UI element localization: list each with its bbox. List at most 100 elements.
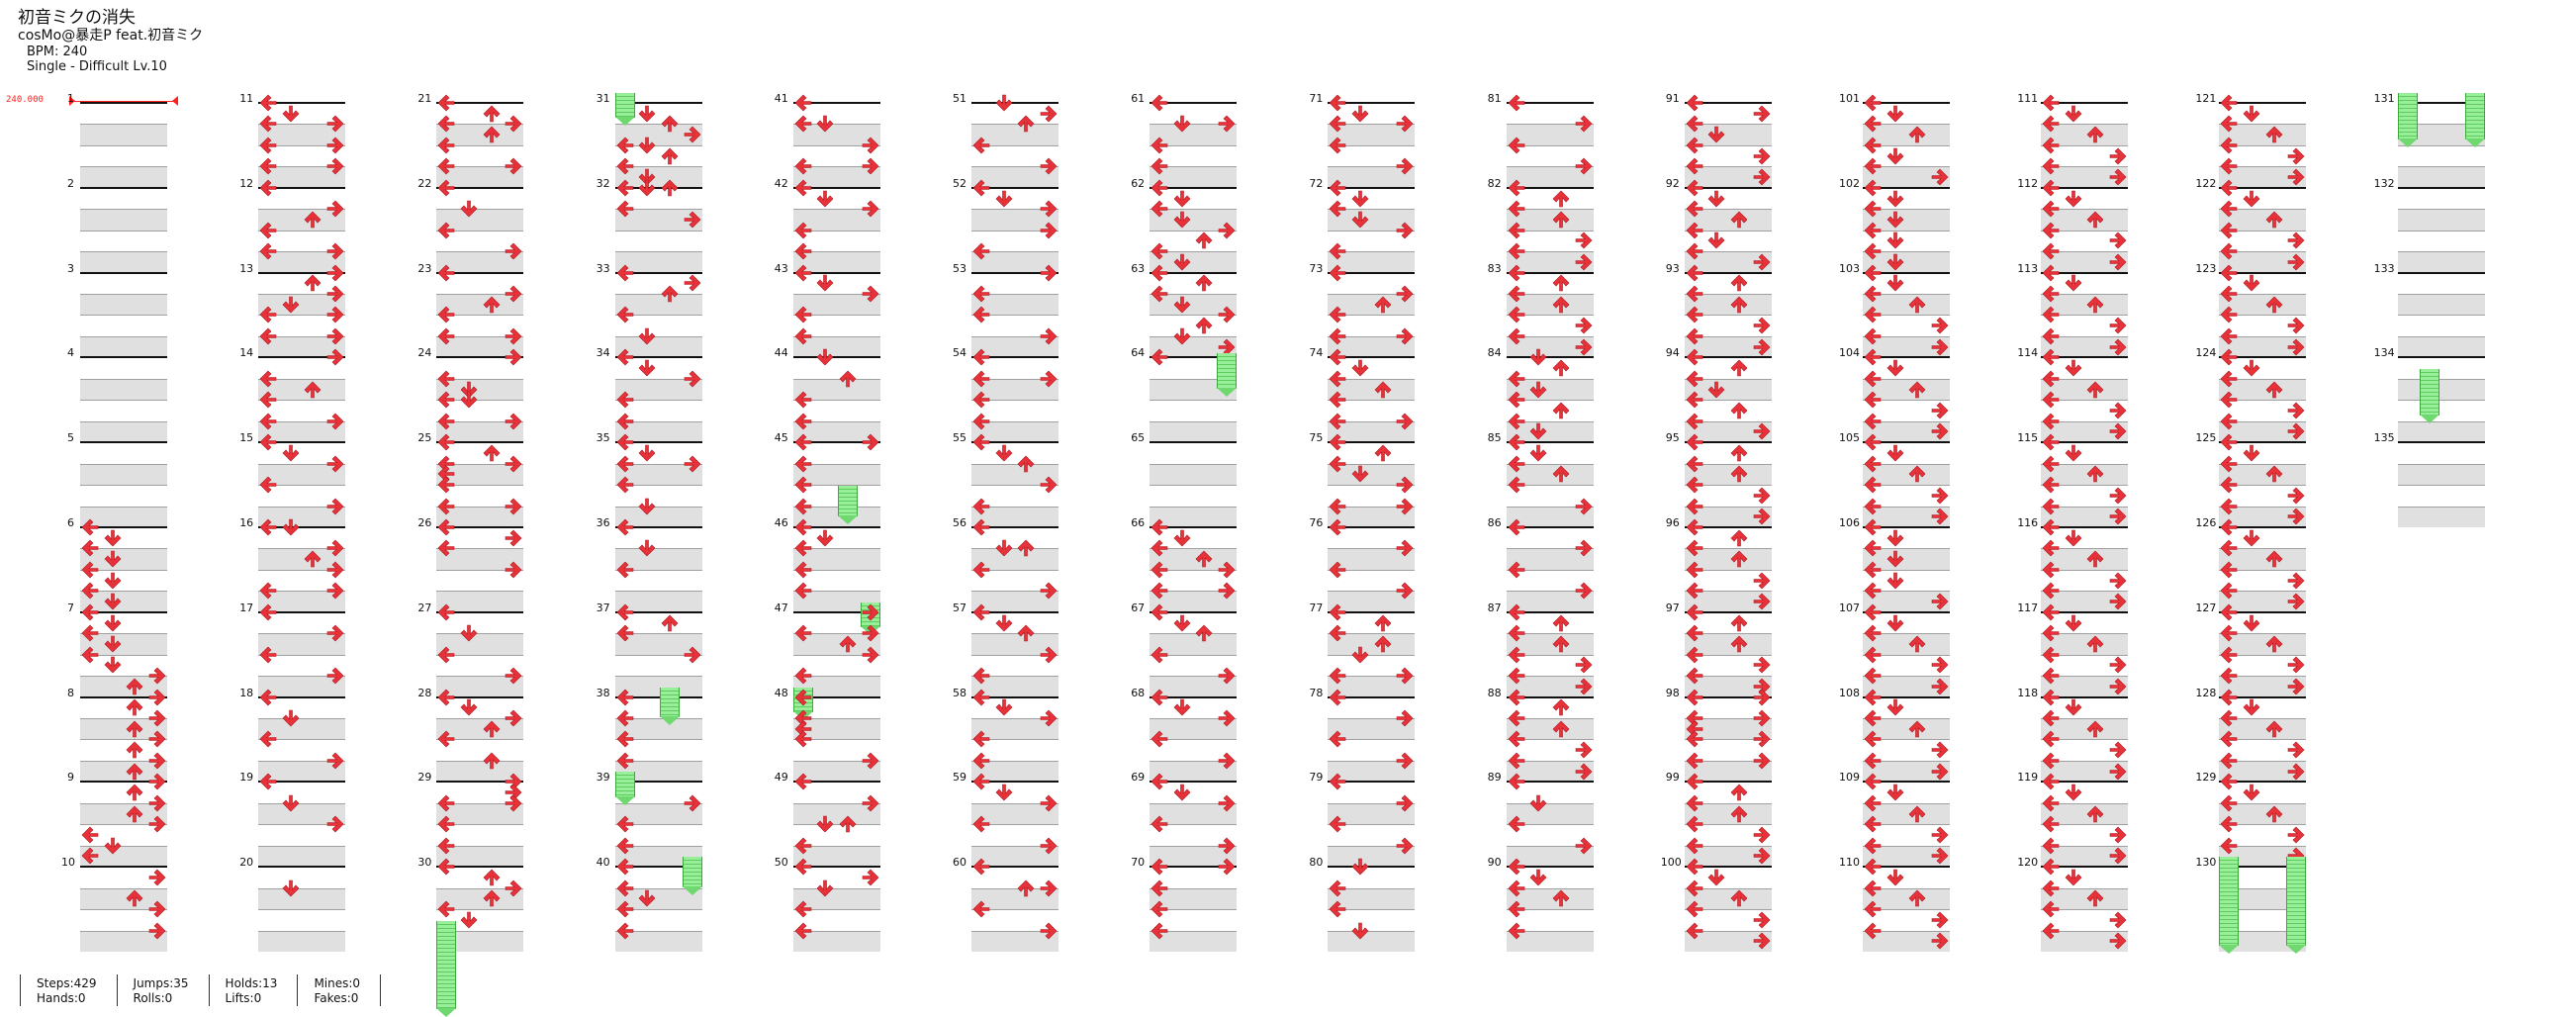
left-arrow-icon	[616, 179, 633, 197]
left-arrow-icon	[2042, 179, 2060, 197]
left-arrow-icon	[2042, 922, 2060, 939]
beat-band	[1150, 420, 1238, 443]
measure-129: 129	[2195, 771, 2307, 868]
beat-line	[2041, 739, 2129, 741]
beat-band	[436, 463, 524, 486]
down-arrow-icon	[282, 709, 300, 727]
left-arrow-icon	[1329, 518, 1346, 536]
measure-number: 49	[774, 771, 788, 785]
beat-band	[1863, 845, 1950, 868]
beat-band	[2397, 506, 2485, 528]
measure-130: 130	[2195, 856, 2307, 954]
beat-line	[1506, 506, 1594, 508]
down-arrow-icon	[2065, 529, 2082, 547]
beat-line	[1506, 569, 1594, 571]
beat-band	[1863, 294, 1950, 316]
left-arrow-icon	[1329, 689, 1346, 706]
up-arrow-icon	[1908, 381, 1926, 398]
beat-line	[2397, 420, 2485, 422]
left-arrow-icon	[2220, 94, 2238, 112]
left-arrow-icon	[972, 433, 990, 451]
beat-line	[614, 591, 702, 593]
beat-band	[2398, 188, 2485, 210]
measure-71: 71	[1309, 92, 1416, 188]
beat-line	[80, 824, 167, 826]
beat-line	[1506, 378, 1594, 380]
beat-line	[1150, 378, 1238, 380]
up-arrow-icon	[2265, 211, 2283, 229]
right-arrow-icon	[506, 794, 522, 812]
measure-120: 120	[2017, 856, 2129, 953]
beat-line	[1150, 335, 1238, 337]
beat-band	[258, 887, 346, 910]
down-arrow-icon	[638, 179, 656, 197]
beat-line	[1328, 591, 1416, 593]
beat-line	[1150, 569, 1238, 571]
left-arrow-icon	[437, 646, 455, 664]
left-arrow-icon	[616, 752, 633, 770]
right-arrow-icon	[1040, 222, 1058, 239]
measure-102: 102	[1839, 177, 1950, 273]
right-arrow-icon	[2288, 487, 2305, 505]
left-arrow-icon	[794, 455, 812, 473]
right-arrow-icon	[2288, 253, 2305, 271]
left-arrow-icon	[972, 285, 990, 303]
beat-band	[2397, 378, 2485, 401]
right-arrow-icon	[1931, 402, 1949, 419]
left-arrow-icon	[1686, 433, 1703, 451]
measure-number: 15	[239, 431, 254, 445]
beat-line	[258, 251, 346, 253]
measure-line	[80, 186, 167, 189]
up-arrow-icon	[1552, 211, 1570, 229]
left-arrow-icon	[1864, 391, 1882, 409]
beat-band	[1863, 124, 1950, 145]
right-arrow-icon	[862, 137, 879, 154]
down-arrow-icon	[2065, 190, 2082, 207]
right-arrow-icon	[326, 264, 344, 282]
left-arrow-icon	[1508, 137, 1524, 154]
left-arrow-icon	[1508, 307, 1524, 324]
left-arrow-icon	[1150, 689, 1168, 706]
beat-band	[80, 485, 167, 507]
down-arrow-icon	[995, 784, 1013, 801]
hold-tail	[2219, 944, 2240, 954]
left-arrow-icon	[1329, 498, 1346, 514]
beat-line	[1328, 802, 1416, 804]
measure-66: 66	[1131, 516, 1238, 612]
beat-band	[2041, 335, 2129, 358]
right-arrow-icon	[326, 667, 344, 685]
measure-number: 125	[2195, 431, 2217, 445]
left-arrow-icon	[1150, 731, 1168, 748]
beat-line	[2397, 294, 2485, 296]
measure-line	[80, 610, 167, 613]
beat-band	[2041, 166, 2129, 188]
beat-line	[792, 718, 880, 720]
measure-line	[2041, 441, 2129, 444]
right-arrow-icon	[326, 815, 344, 833]
measure-number: 113	[2017, 261, 2039, 275]
measure-6: 6	[67, 516, 167, 612]
measure-line	[792, 271, 880, 274]
measure-line	[1684, 441, 1772, 444]
beat-band	[971, 718, 1058, 740]
left-arrow-icon	[1150, 242, 1168, 260]
beat-line	[792, 887, 880, 889]
beat-band	[80, 231, 167, 252]
beat-line	[1328, 166, 1416, 168]
down-arrow-icon	[638, 327, 656, 345]
right-arrow-icon	[1753, 932, 1771, 950]
left-arrow-icon	[1508, 285, 1524, 303]
beat-line	[614, 506, 702, 508]
up-arrow-icon	[1730, 296, 1748, 314]
up-arrow-icon	[126, 741, 143, 759]
down-arrow-icon	[2065, 275, 2082, 292]
left-arrow-icon	[1508, 222, 1524, 239]
left-arrow-icon	[1864, 94, 1882, 112]
beat-line	[614, 845, 702, 847]
up-arrow-icon	[2087, 720, 2104, 738]
right-arrow-icon	[1397, 476, 1414, 494]
measure-line	[2397, 271, 2485, 274]
beat-band	[614, 802, 702, 825]
right-arrow-icon	[2288, 147, 2305, 165]
measure-line	[2219, 102, 2307, 104]
